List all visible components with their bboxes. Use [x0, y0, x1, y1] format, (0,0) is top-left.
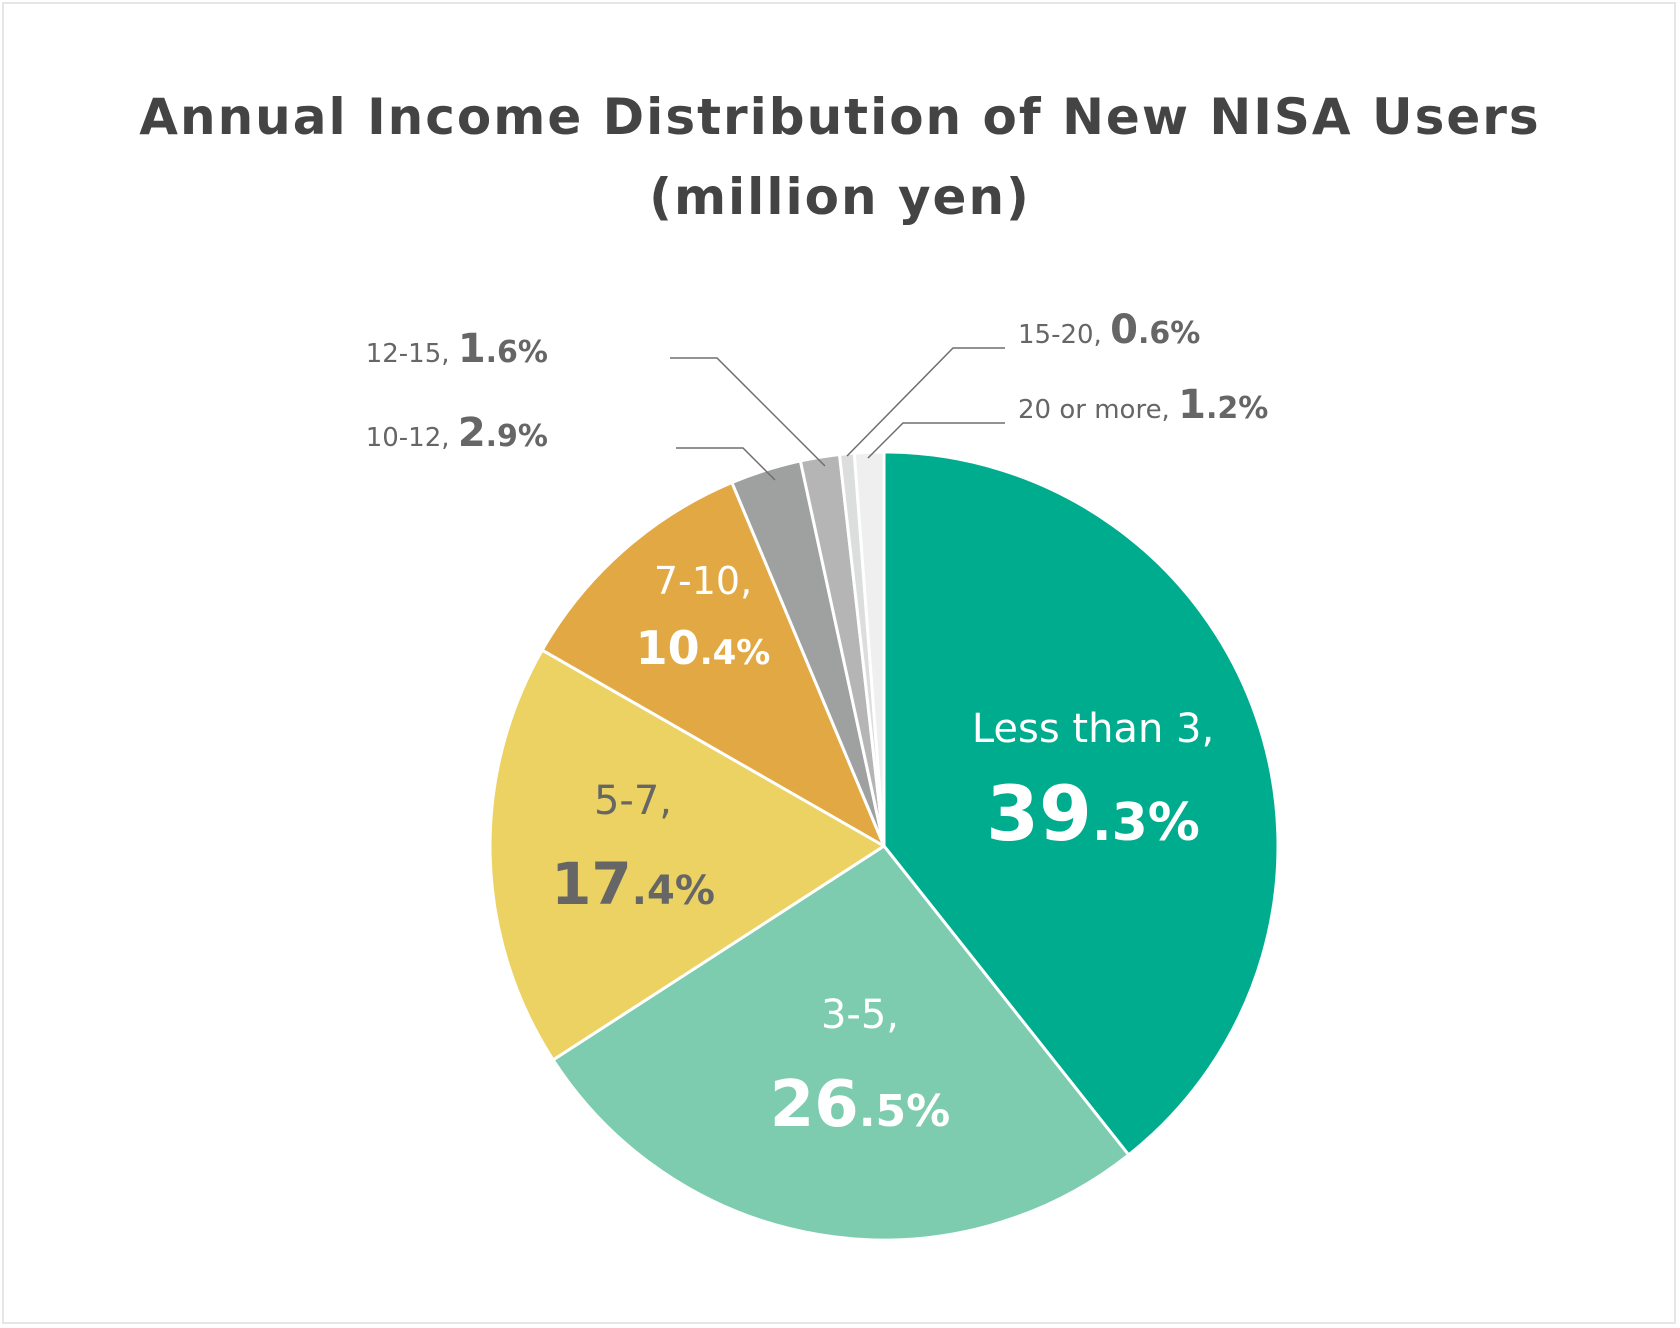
outer-label-12-15: 12-15, 1.6% [366, 326, 548, 372]
pie-slice-5-7 [488, 648, 886, 1062]
outer-label-15-20: 15-20, 0.6% [1018, 307, 1200, 353]
pie-slice-3-5 [551, 844, 1131, 1242]
pie-slice-7-10 [540, 481, 886, 848]
slice-label-5-7: 5-7, [594, 778, 672, 824]
leader-line-12-15 [670, 357, 826, 467]
slice-value-5-7: 17.4% [551, 850, 715, 918]
chart-subtitle: (million yen) [649, 168, 1031, 226]
slice-value-3-5: 26.5% [770, 1068, 950, 1142]
slice-label-3-5: 3-5, [821, 992, 899, 1038]
slice-value-7-10: 10.4% [636, 621, 771, 675]
slice-label-less-than-3: Less than 3, [972, 706, 1214, 752]
pie-slices [488, 450, 1280, 1242]
outer-label-10-12: 10-12, 2.9% [366, 410, 548, 456]
slice-label-7-10: 7-10, [654, 559, 752, 603]
chart-title: Annual Income Distribution of New NISA U… [139, 88, 1541, 146]
leader-line-15-20 [846, 347, 1005, 457]
leader-line-20-or-more [867, 422, 1005, 459]
pie-slice-less-than-3 [882, 450, 1280, 1157]
slice-labels: Less than 3, 39.3% 3-5, 26.5% 5-7, 17.4% 7-10,… [366, 307, 1269, 1142]
outer-label-20-or-more: 20 or more, 1.2% [1018, 382, 1268, 428]
leader-line-10-12 [676, 447, 776, 481]
slice-value-less-than-3: 39.3% [986, 769, 1200, 858]
leader-lines [670, 347, 1005, 481]
pie-slice-20-or-more [852, 450, 886, 848]
